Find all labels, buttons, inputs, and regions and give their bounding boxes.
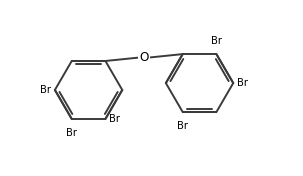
Text: O: O — [139, 51, 149, 64]
Text: Br: Br — [211, 36, 222, 46]
Text: Br: Br — [109, 114, 120, 124]
Text: Br: Br — [66, 128, 77, 138]
Text: Br: Br — [177, 121, 188, 131]
Text: Br: Br — [40, 85, 51, 95]
Text: Br: Br — [237, 78, 248, 88]
